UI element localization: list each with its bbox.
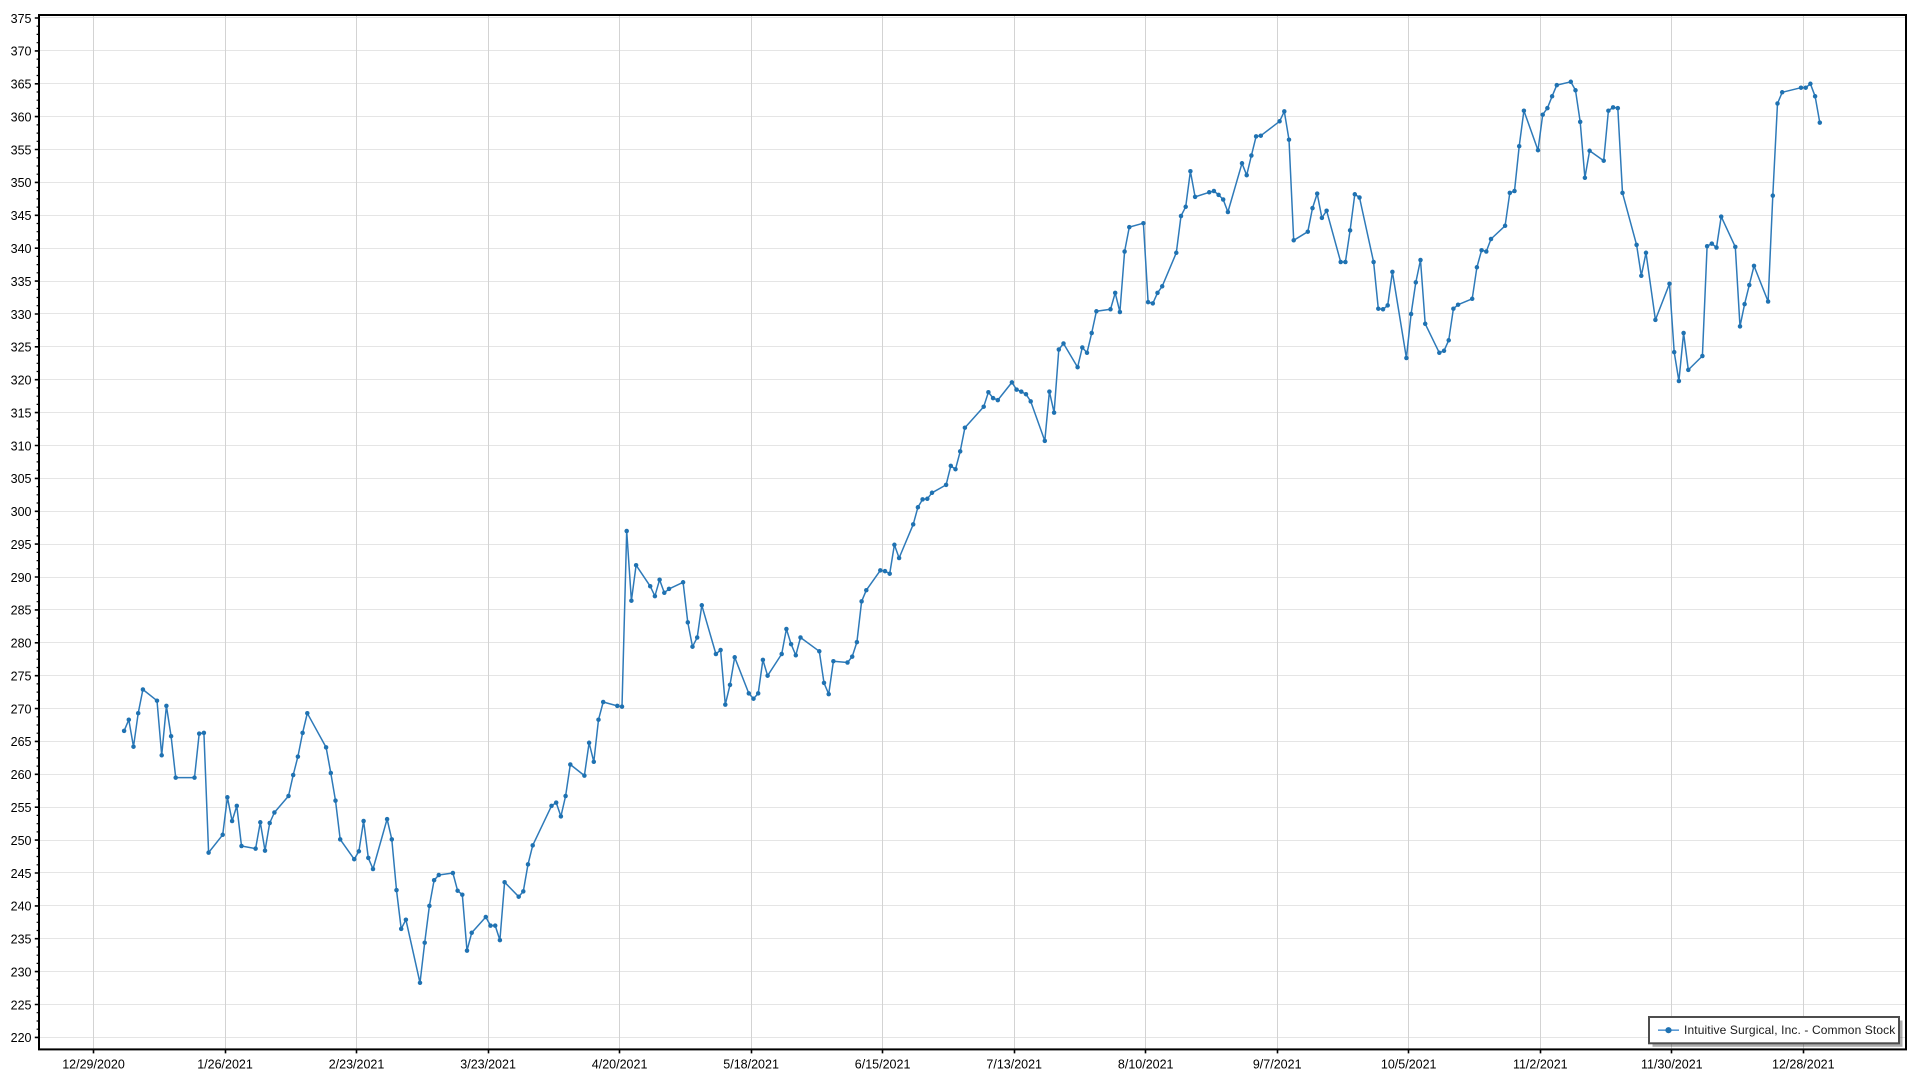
- svg-text:12/28/2021: 12/28/2021: [1772, 1057, 1835, 1071]
- svg-text:295: 295: [11, 538, 32, 552]
- svg-text:290: 290: [11, 571, 32, 585]
- svg-text:1/26/2021: 1/26/2021: [197, 1057, 253, 1071]
- svg-text:325: 325: [11, 341, 32, 355]
- svg-text:305: 305: [11, 472, 32, 486]
- svg-text:315: 315: [11, 406, 32, 420]
- svg-text:240: 240: [11, 900, 32, 914]
- svg-text:2/23/2021: 2/23/2021: [329, 1057, 385, 1071]
- svg-text:Intuitive Surgical, Inc. - Com: Intuitive Surgical, Inc. - Common Stock: [1684, 1023, 1896, 1037]
- svg-text:220: 220: [11, 1031, 32, 1045]
- svg-text:230: 230: [11, 965, 32, 979]
- svg-text:300: 300: [11, 505, 32, 519]
- svg-text:245: 245: [11, 867, 32, 881]
- svg-text:8/10/2021: 8/10/2021: [1118, 1057, 1174, 1071]
- svg-text:260: 260: [11, 768, 32, 782]
- svg-text:11/2/2021: 11/2/2021: [1513, 1057, 1568, 1071]
- svg-text:6/15/2021: 6/15/2021: [855, 1057, 911, 1071]
- svg-text:255: 255: [11, 801, 32, 815]
- svg-text:375: 375: [11, 12, 32, 26]
- svg-text:280: 280: [11, 637, 32, 651]
- svg-text:370: 370: [11, 45, 32, 59]
- svg-text:365: 365: [11, 78, 32, 92]
- svg-text:330: 330: [11, 308, 32, 322]
- svg-text:355: 355: [11, 143, 32, 157]
- svg-text:340: 340: [11, 242, 32, 256]
- svg-text:225: 225: [11, 998, 32, 1012]
- svg-text:275: 275: [11, 670, 32, 684]
- svg-text:320: 320: [11, 374, 32, 388]
- svg-text:11/30/2021: 11/30/2021: [1641, 1057, 1703, 1071]
- svg-text:310: 310: [11, 439, 32, 453]
- svg-text:4/20/2021: 4/20/2021: [592, 1057, 648, 1071]
- svg-text:250: 250: [11, 834, 32, 848]
- svg-text:235: 235: [11, 933, 32, 947]
- svg-text:270: 270: [11, 702, 32, 716]
- svg-text:335: 335: [11, 275, 32, 289]
- svg-text:5/18/2021: 5/18/2021: [723, 1057, 779, 1071]
- svg-text:3/23/2021: 3/23/2021: [460, 1057, 516, 1071]
- svg-text:12/29/2020: 12/29/2020: [62, 1057, 125, 1071]
- svg-text:345: 345: [11, 209, 32, 223]
- svg-text:265: 265: [11, 735, 32, 749]
- svg-text:7/13/2021: 7/13/2021: [986, 1057, 1042, 1071]
- svg-text:350: 350: [11, 176, 32, 190]
- svg-text:9/7/2021: 9/7/2021: [1253, 1057, 1302, 1071]
- svg-text:10/5/2021: 10/5/2021: [1381, 1057, 1437, 1071]
- svg-text:360: 360: [11, 110, 32, 124]
- svg-text:285: 285: [11, 604, 32, 618]
